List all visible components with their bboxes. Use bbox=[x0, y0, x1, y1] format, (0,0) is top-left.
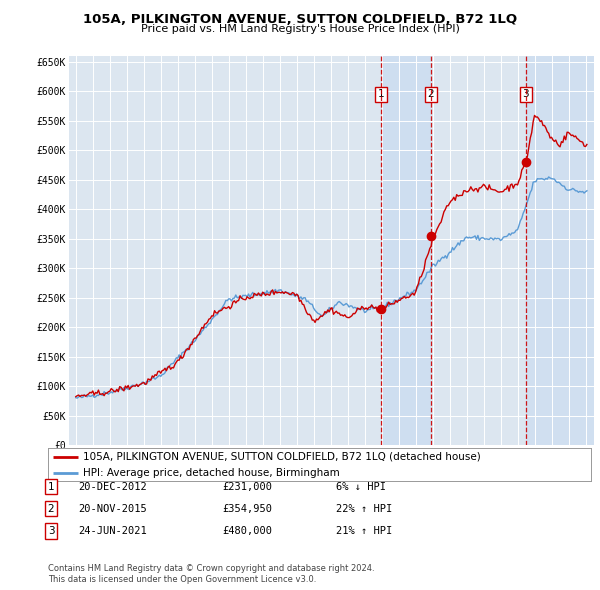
Bar bbox=[381, 56, 431, 445]
Text: This data is licensed under the Open Government Licence v3.0.: This data is licensed under the Open Gov… bbox=[48, 575, 316, 584]
Text: 2: 2 bbox=[47, 504, 55, 513]
Bar bbox=[431, 56, 526, 445]
Bar bbox=[526, 56, 594, 445]
Text: HPI: Average price, detached house, Birmingham: HPI: Average price, detached house, Birm… bbox=[83, 468, 340, 478]
Text: 1: 1 bbox=[47, 482, 55, 491]
Text: Contains HM Land Registry data © Crown copyright and database right 2024.: Contains HM Land Registry data © Crown c… bbox=[48, 565, 374, 573]
Text: Price paid vs. HM Land Registry's House Price Index (HPI): Price paid vs. HM Land Registry's House … bbox=[140, 24, 460, 34]
Text: 20-DEC-2012: 20-DEC-2012 bbox=[78, 482, 147, 491]
Text: 22% ↑ HPI: 22% ↑ HPI bbox=[336, 504, 392, 513]
Text: 105A, PILKINGTON AVENUE, SUTTON COLDFIELD, B72 1LQ: 105A, PILKINGTON AVENUE, SUTTON COLDFIEL… bbox=[83, 13, 517, 26]
Text: £480,000: £480,000 bbox=[222, 526, 272, 536]
Text: 21% ↑ HPI: 21% ↑ HPI bbox=[336, 526, 392, 536]
Text: 1: 1 bbox=[378, 90, 385, 99]
Text: 3: 3 bbox=[47, 526, 55, 536]
Text: £231,000: £231,000 bbox=[222, 482, 272, 491]
Text: £354,950: £354,950 bbox=[222, 504, 272, 513]
Text: 3: 3 bbox=[523, 90, 529, 99]
Text: 20-NOV-2015: 20-NOV-2015 bbox=[78, 504, 147, 513]
Text: 105A, PILKINGTON AVENUE, SUTTON COLDFIELD, B72 1LQ (detached house): 105A, PILKINGTON AVENUE, SUTTON COLDFIEL… bbox=[83, 451, 481, 461]
Text: 24-JUN-2021: 24-JUN-2021 bbox=[78, 526, 147, 536]
Text: 2: 2 bbox=[427, 90, 434, 99]
Text: 6% ↓ HPI: 6% ↓ HPI bbox=[336, 482, 386, 491]
